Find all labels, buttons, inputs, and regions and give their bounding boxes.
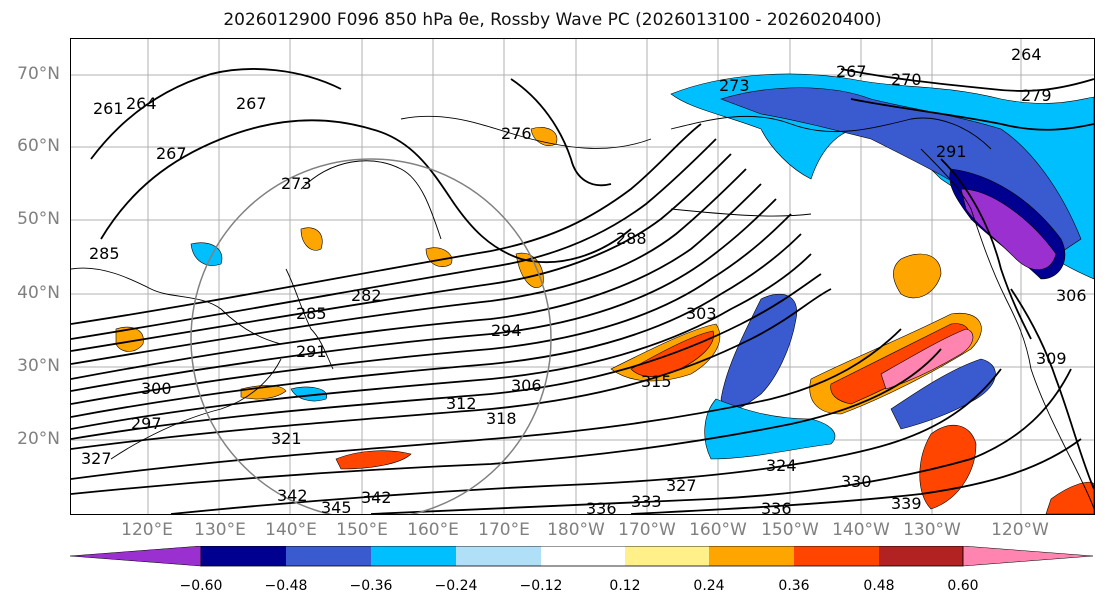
contour-label: 267 — [836, 62, 867, 81]
contour-label: 273 — [719, 76, 750, 95]
contour-label: 321 — [271, 429, 302, 448]
lon-label-130w: 130°W — [903, 520, 961, 540]
colorbar-swatch — [879, 546, 963, 566]
lon-label-120w: 120°W — [991, 520, 1049, 540]
contour-label: 288 — [616, 229, 647, 248]
contour-label: 336 — [586, 499, 617, 514]
colorbar — [70, 546, 1093, 567]
contour-label: 327 — [81, 449, 112, 468]
lon-label-130e: 130°E — [194, 520, 246, 540]
contour-label: 324 — [766, 456, 797, 475]
colorbar-swatch — [709, 546, 794, 566]
anomaly-se-corner — [1045, 481, 1094, 514]
lon-label-150e: 150°E — [336, 520, 388, 540]
colorbar-swatch — [456, 546, 541, 566]
lon-label-170e: 170°E — [478, 520, 530, 540]
contour-label: 273 — [281, 174, 312, 193]
colorbar-tick: −0.12 — [519, 578, 563, 594]
contour-label: 270 — [891, 70, 922, 89]
contour-label: 309 — [1036, 349, 1067, 368]
contour-label: 276 — [501, 124, 532, 143]
contour-label: 306 — [1056, 286, 1087, 305]
colorbar-swatch — [201, 546, 286, 566]
contour-label: 297 — [131, 414, 162, 433]
contour-label: 336 — [761, 499, 792, 514]
contour-label: 312 — [446, 394, 477, 413]
coastlines — [71, 115, 1094, 510]
colorbar-tick: 0.36 — [778, 578, 810, 594]
contour-label: 291 — [936, 142, 967, 161]
anomaly-alaska-strong — [720, 87, 1082, 260]
colorbar-swatch — [794, 546, 879, 566]
lon-label-170w: 170°W — [618, 520, 676, 540]
lon-label-150w: 150°W — [761, 520, 819, 540]
contour-label: 333 — [631, 492, 662, 511]
colorbar-swatch — [541, 546, 625, 566]
contour-label: 267 — [236, 94, 267, 113]
lon-label-140w: 140°W — [832, 520, 890, 540]
contour-label: 306 — [511, 376, 542, 395]
anomaly-wpac-neg2 — [190, 242, 223, 266]
contour-labels: 264 267 270 273 276 261 264 267 267 273 … — [81, 45, 1087, 514]
contour-label: 291 — [296, 342, 327, 361]
contour-label: 342 — [277, 486, 308, 505]
contour-label: 267 — [156, 144, 187, 163]
colorbar-extend-low — [70, 546, 202, 567]
anomaly-wpac-3 — [335, 450, 412, 470]
colorbar-tick: 0.12 — [609, 578, 641, 594]
contour-label: 264 — [1011, 45, 1042, 64]
theta-e-contours — [71, 68, 1094, 514]
anomaly-trop-orange — [919, 425, 977, 510]
anomaly-bc-purple — [960, 188, 1057, 270]
colorbar-tick: −0.60 — [179, 578, 223, 594]
colorbar-swatch — [286, 546, 371, 566]
lon-label-180w: 180°W — [547, 520, 605, 540]
projection-circle — [190, 158, 552, 514]
contour-label: 261 — [93, 99, 124, 118]
lat-label-50: 50°N — [17, 209, 60, 229]
lat-label-20: 20°N — [17, 429, 60, 449]
colorbar-tick: 0.24 — [693, 578, 725, 594]
anomaly-wpac-1 — [115, 326, 144, 352]
lon-label-160e: 160°E — [407, 520, 459, 540]
map-panel: 264 267 270 273 276 261 264 267 267 273 … — [70, 38, 1095, 515]
contour-label: 303 — [686, 304, 717, 323]
lon-label-140e: 140°E — [265, 520, 317, 540]
lon-label-160w: 160°W — [689, 520, 747, 540]
colorbar-tick: −0.48 — [264, 578, 308, 594]
anomaly-kam-1 — [425, 247, 453, 268]
contour-label: 300 — [141, 379, 172, 398]
contour-label: 264 — [126, 94, 157, 113]
anomaly-japan-sea — [300, 227, 323, 251]
contour-label: 315 — [641, 372, 672, 391]
contour-label: 285 — [89, 244, 120, 263]
contour-label: 327 — [666, 476, 697, 495]
map-title: 2026012900 F096 850 hPa θe, Rossby Wave … — [223, 10, 882, 30]
anomaly-trough-negative — [720, 293, 798, 411]
colorbar-tick: 0.60 — [947, 578, 979, 594]
contour-label: 282 — [351, 286, 382, 305]
colorbar-extend-high — [962, 546, 1093, 567]
lat-label-60: 60°N — [17, 136, 60, 156]
contour-label: 285 — [296, 304, 327, 323]
contour-label: 294 — [491, 321, 522, 340]
colorbar-swatch — [371, 546, 456, 566]
contour-label: 318 — [486, 409, 517, 428]
colorbar-swatch — [625, 546, 709, 566]
colorbar-tick: −0.24 — [434, 578, 478, 594]
lat-label-70: 70°N — [17, 64, 60, 84]
anomaly-bering-1 — [530, 127, 558, 146]
contour-label: 279 — [1021, 86, 1052, 105]
contour-label: 342 — [361, 488, 392, 507]
lon-label-120e: 120°E — [121, 520, 173, 540]
colorbar-tick: 0.48 — [863, 578, 895, 594]
anomaly-gulf-orange — [893, 253, 942, 299]
colorbar-tick: −0.36 — [349, 578, 393, 594]
lat-label-40: 40°N — [17, 283, 60, 303]
contour-label: 345 — [321, 498, 352, 514]
contour-label: 330 — [841, 472, 872, 491]
anomaly-ne-pac-pink — [880, 328, 974, 390]
contour-label: 339 — [891, 494, 922, 513]
lat-label-30: 30°N — [17, 356, 60, 376]
